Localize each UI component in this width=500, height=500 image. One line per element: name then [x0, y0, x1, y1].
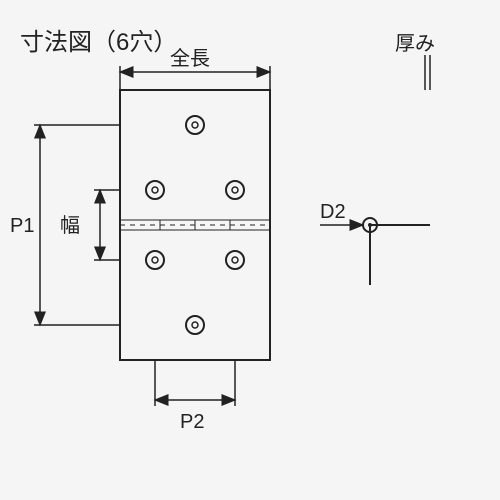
label-p1: P1	[10, 215, 34, 237]
label-haba: 幅	[60, 214, 80, 237]
label-d2: D2	[320, 201, 346, 223]
dim-haba: 幅	[60, 190, 120, 260]
front-view	[120, 90, 270, 360]
hinge-diagram: 全長 厚み P1 幅 D2 P2	[0, 0, 500, 500]
diagram-title: 寸法図（6穴）	[20, 22, 177, 57]
side-view	[363, 218, 430, 285]
dim-p2: P2	[155, 360, 235, 433]
label-p2: P2	[180, 411, 204, 433]
dim-atsumi: 厚み	[395, 33, 435, 90]
dim-d2: D2	[320, 201, 363, 225]
label-atsumi: 厚み	[395, 33, 435, 55]
